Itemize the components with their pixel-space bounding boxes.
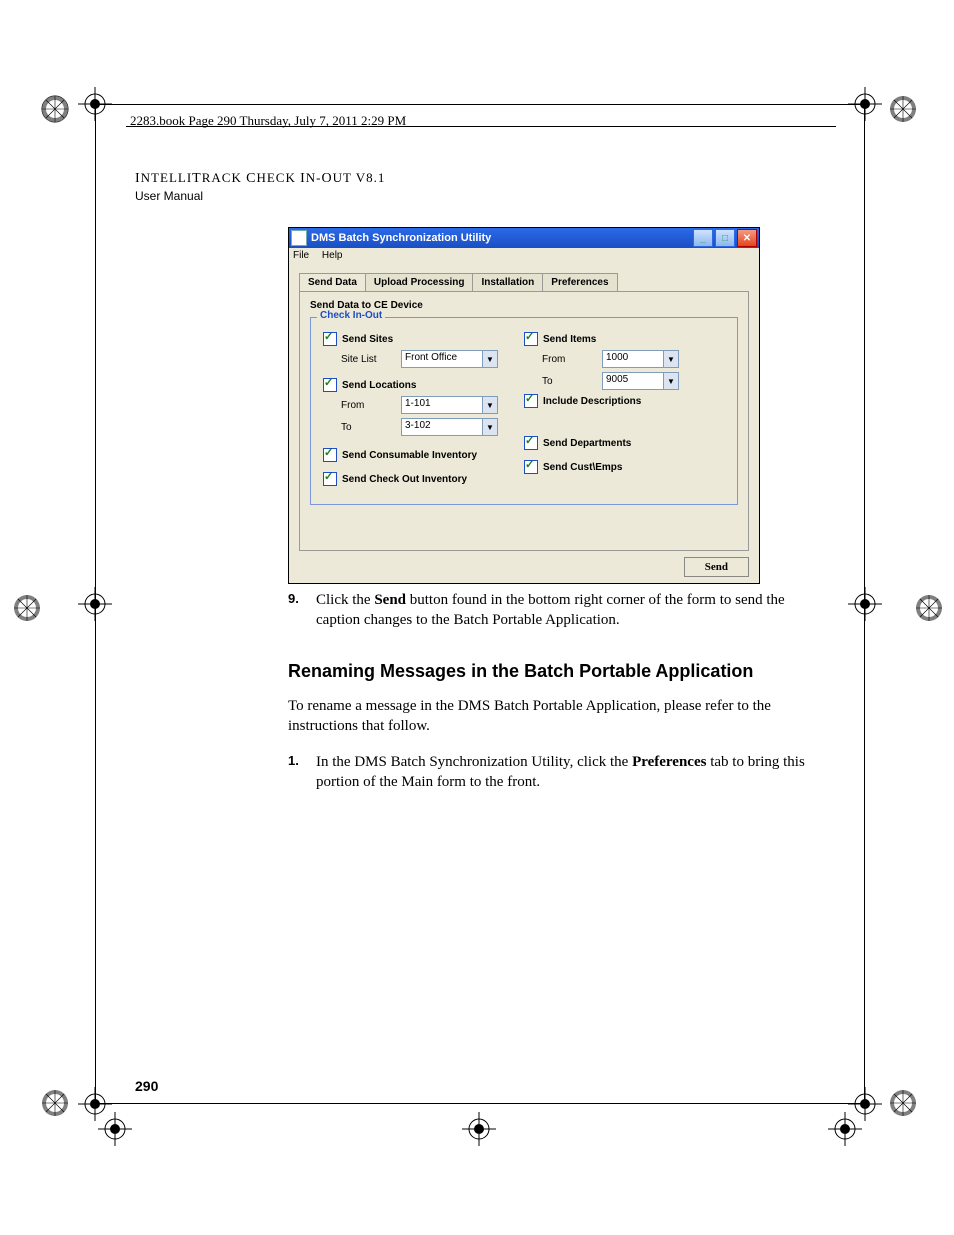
reg-mark-top-right-cross xyxy=(848,87,882,121)
reg-mark-bot-right-cross xyxy=(848,1087,882,1121)
book-header: 2283.book Page 290 Thursday, July 7, 201… xyxy=(130,113,406,129)
chk-send-items[interactable] xyxy=(524,332,538,346)
combo-site-list[interactable]: Front Office▼ xyxy=(401,350,498,368)
reg-mark-mid-right-cross xyxy=(848,587,882,621)
reg-mark-top-left-cross xyxy=(78,87,112,121)
tab-send-data[interactable]: Send Data xyxy=(299,273,366,291)
reg-mark-top-right-outer xyxy=(886,92,920,126)
doc-title: INTELLITRACK CHECK IN-OUT V8.1 xyxy=(135,170,815,187)
lbl-send-sites: Send Sites xyxy=(342,334,393,345)
right-column: Send Items From 1000▼ To 9005▼ Include D… xyxy=(524,328,725,490)
chevron-down-icon: ▼ xyxy=(663,351,678,367)
lbl-loc-to: To xyxy=(323,422,401,433)
content: INTELLITRACK CHECK IN-OUT V8.1 User Manu… xyxy=(135,170,815,793)
tab-installation[interactable]: Installation xyxy=(472,273,543,291)
tab-upload-processing[interactable]: Upload Processing xyxy=(365,273,474,291)
chk-send-departments[interactable] xyxy=(524,436,538,450)
step-1-text: In the DMS Batch Synchronization Utility… xyxy=(316,752,808,793)
chk-send-sites[interactable] xyxy=(323,332,337,346)
lbl-send-checkout: Send Check Out Inventory xyxy=(342,474,467,485)
lbl-send-departments: Send Departments xyxy=(543,438,631,449)
reg-mark-bot-left-cross2 xyxy=(98,1112,132,1146)
lbl-send-locations: Send Locations xyxy=(342,380,416,391)
reg-mark-mid-left-outer xyxy=(10,591,44,625)
step-9-number: 9. xyxy=(288,590,316,631)
combo-items-to-value: 9005 xyxy=(603,373,663,389)
chk-send-consumable[interactable] xyxy=(323,448,337,462)
tab-area: Send Data Upload Processing Installation… xyxy=(289,263,759,551)
combo-loc-to[interactable]: 3-102▼ xyxy=(401,418,498,436)
intro-paragraph: To rename a message in the DMS Batch Por… xyxy=(288,696,808,737)
combo-items-from-value: 1000 xyxy=(603,351,663,367)
reg-mark-top-left-outer xyxy=(38,92,72,126)
chevron-down-icon: ▼ xyxy=(663,373,678,389)
menubar: File Help xyxy=(289,248,759,263)
tab-panel: Send Data to CE Device Check In-Out Send… xyxy=(299,291,749,551)
tab-preferences[interactable]: Preferences xyxy=(542,273,617,291)
chevron-down-icon: ▼ xyxy=(482,397,497,413)
fieldset-checkinout: Check In-Out Send Sites Site List Front … xyxy=(310,317,738,505)
page-number: 290 xyxy=(135,1078,158,1094)
step-9-bold: Send xyxy=(374,592,406,608)
app-icon xyxy=(291,230,307,246)
lbl-send-consumable: Send Consumable Inventory xyxy=(342,450,477,461)
send-button[interactable]: Send xyxy=(684,557,749,577)
lbl-items-to: To xyxy=(524,376,602,387)
step-1-bold: Preferences xyxy=(632,754,706,770)
step-9-pre: Click the xyxy=(316,592,374,608)
chevron-down-icon: ▼ xyxy=(482,419,497,435)
step-1: 1. In the DMS Batch Synchronization Util… xyxy=(288,752,808,793)
chk-send-locations[interactable] xyxy=(323,378,337,392)
reg-mark-bot-left-outer xyxy=(38,1086,72,1120)
dms-window: DMS Batch Synchronization Utility _ □ ✕ … xyxy=(288,227,760,584)
combo-items-from[interactable]: 1000▼ xyxy=(602,350,679,368)
doc-subtitle: User Manual xyxy=(135,189,815,203)
combo-loc-from[interactable]: 1-101▼ xyxy=(401,396,498,414)
heading-renaming: Renaming Messages in the Batch Portable … xyxy=(288,661,815,682)
frame-bottom xyxy=(95,1103,864,1104)
combo-loc-to-value: 3-102 xyxy=(402,419,482,435)
minimize-button[interactable]: _ xyxy=(693,229,713,247)
chk-include-desc[interactable] xyxy=(524,394,538,408)
lbl-site-list: Site List xyxy=(323,354,401,365)
lbl-send-items: Send Items xyxy=(543,334,596,345)
menu-file[interactable]: File xyxy=(293,250,309,261)
lbl-items-from: From xyxy=(524,354,602,365)
reg-mark-mid-left-cross xyxy=(78,587,112,621)
titlebar: DMS Batch Synchronization Utility _ □ ✕ xyxy=(289,228,759,248)
reg-mark-mid-right-outer xyxy=(912,591,946,625)
step-9: 9. Click the Send button found in the bo… xyxy=(288,590,808,631)
menu-help[interactable]: Help xyxy=(322,250,343,261)
fieldset-legend: Check In-Out xyxy=(317,310,385,321)
combo-loc-from-value: 1-101 xyxy=(402,397,482,413)
close-button[interactable]: ✕ xyxy=(737,229,757,247)
chk-send-custemps[interactable] xyxy=(524,460,538,474)
step-1-pre: In the DMS Batch Synchronization Utility… xyxy=(316,754,632,770)
button-row: Send xyxy=(289,551,759,583)
maximize-button[interactable]: □ xyxy=(715,229,735,247)
chk-send-checkout[interactable] xyxy=(323,472,337,486)
chevron-down-icon: ▼ xyxy=(482,351,497,367)
lbl-include-desc: Include Descriptions xyxy=(543,396,641,407)
left-column: Send Sites Site List Front Office▼ Send … xyxy=(323,328,524,490)
window-title: DMS Batch Synchronization Utility xyxy=(311,232,491,244)
reg-mark-bot-mid-cross xyxy=(462,1112,496,1146)
reg-mark-bot-right-outer xyxy=(886,1086,920,1120)
step-1-number: 1. xyxy=(288,752,316,793)
lbl-send-custemps: Send Cust\Emps xyxy=(543,462,622,473)
page: 2283.book Page 290 Thursday, July 7, 201… xyxy=(0,0,954,1235)
combo-site-list-value: Front Office xyxy=(402,351,482,367)
frame-top xyxy=(95,104,864,105)
step-9-text: Click the Send button found in the botto… xyxy=(316,590,808,631)
combo-items-to[interactable]: 9005▼ xyxy=(602,372,679,390)
lbl-loc-from: From xyxy=(323,400,401,411)
